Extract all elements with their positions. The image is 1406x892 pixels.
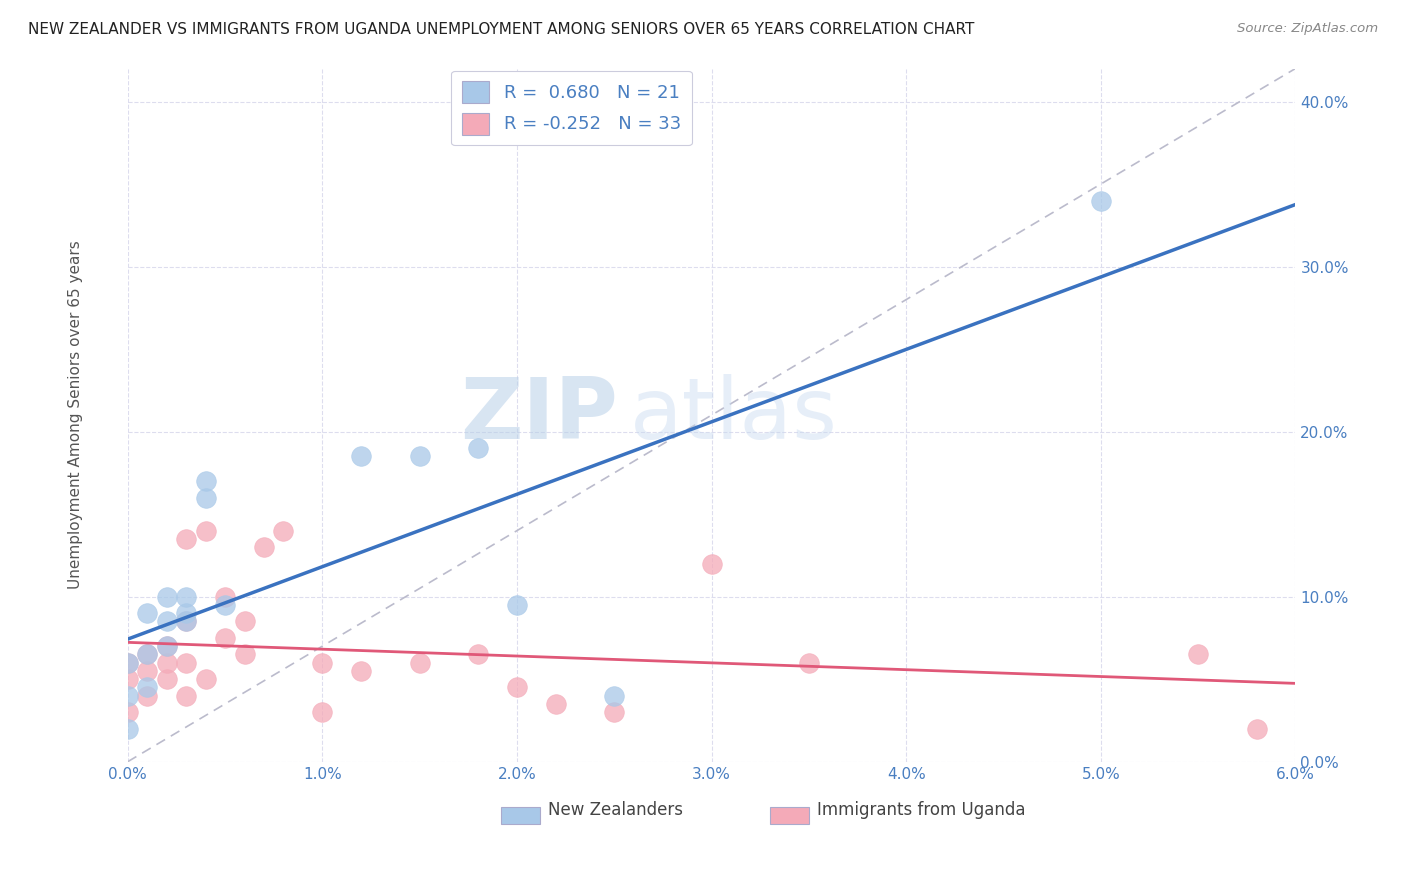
Point (156, 590, 179, 604)
Point (233, 648, 256, 662)
Point (174, 615, 197, 629)
Point (506, 598, 529, 612)
FancyBboxPatch shape (502, 806, 540, 824)
Point (214, 631, 236, 645)
Point (194, 672, 217, 686)
Point (253, 540, 276, 554)
Point (1246, 722, 1268, 736)
Point (174, 689, 197, 703)
Point (273, 524, 295, 538)
Point (214, 598, 236, 612)
Point (603, 689, 626, 703)
Point (603, 705, 626, 719)
Point (136, 681, 159, 695)
Text: Source: ZipAtlas.com: Source: ZipAtlas.com (1237, 22, 1378, 36)
Point (194, 474, 217, 488)
Text: atlas: atlas (630, 374, 838, 457)
Point (117, 705, 139, 719)
Point (117, 656, 139, 670)
Point (797, 656, 820, 670)
Text: NEW ZEALANDER VS IMMIGRANTS FROM UGANDA UNEMPLOYMENT AMONG SENIORS OVER 65 YEARS: NEW ZEALANDER VS IMMIGRANTS FROM UGANDA … (28, 22, 974, 37)
Point (1187, 648, 1209, 662)
Text: Unemployment Among Seniors over 65 years: Unemployment Among Seniors over 65 years (67, 241, 83, 590)
Point (174, 532, 197, 546)
Point (117, 656, 139, 670)
Point (136, 689, 159, 703)
Point (506, 681, 529, 695)
Point (194, 491, 217, 505)
Point (409, 656, 432, 670)
Point (409, 450, 432, 464)
Text: Immigrants from Uganda: Immigrants from Uganda (817, 801, 1025, 819)
Point (156, 672, 179, 686)
Point (136, 606, 159, 620)
Point (311, 656, 333, 670)
Point (233, 615, 256, 629)
Point (117, 672, 139, 686)
Point (194, 524, 217, 538)
Point (350, 450, 373, 464)
Point (117, 722, 139, 736)
Point (174, 656, 197, 670)
Text: ZIP: ZIP (460, 374, 619, 457)
Point (136, 648, 159, 662)
Point (156, 639, 179, 653)
Point (136, 664, 159, 678)
Point (117, 689, 139, 703)
Point (1090, 194, 1112, 208)
Point (467, 648, 489, 662)
Text: New Zealanders: New Zealanders (548, 801, 683, 819)
Point (156, 639, 179, 653)
Point (467, 441, 489, 455)
Point (174, 606, 197, 620)
Point (174, 615, 197, 629)
Point (174, 590, 197, 604)
Point (214, 590, 236, 604)
Point (700, 557, 723, 571)
Point (156, 615, 179, 629)
Point (350, 664, 373, 678)
Point (544, 697, 567, 711)
Point (156, 656, 179, 670)
Legend: R =  0.680   N = 21, R = -0.252   N = 33: R = 0.680 N = 21, R = -0.252 N = 33 (451, 70, 692, 145)
Point (136, 648, 159, 662)
FancyBboxPatch shape (770, 806, 808, 824)
Point (311, 705, 333, 719)
